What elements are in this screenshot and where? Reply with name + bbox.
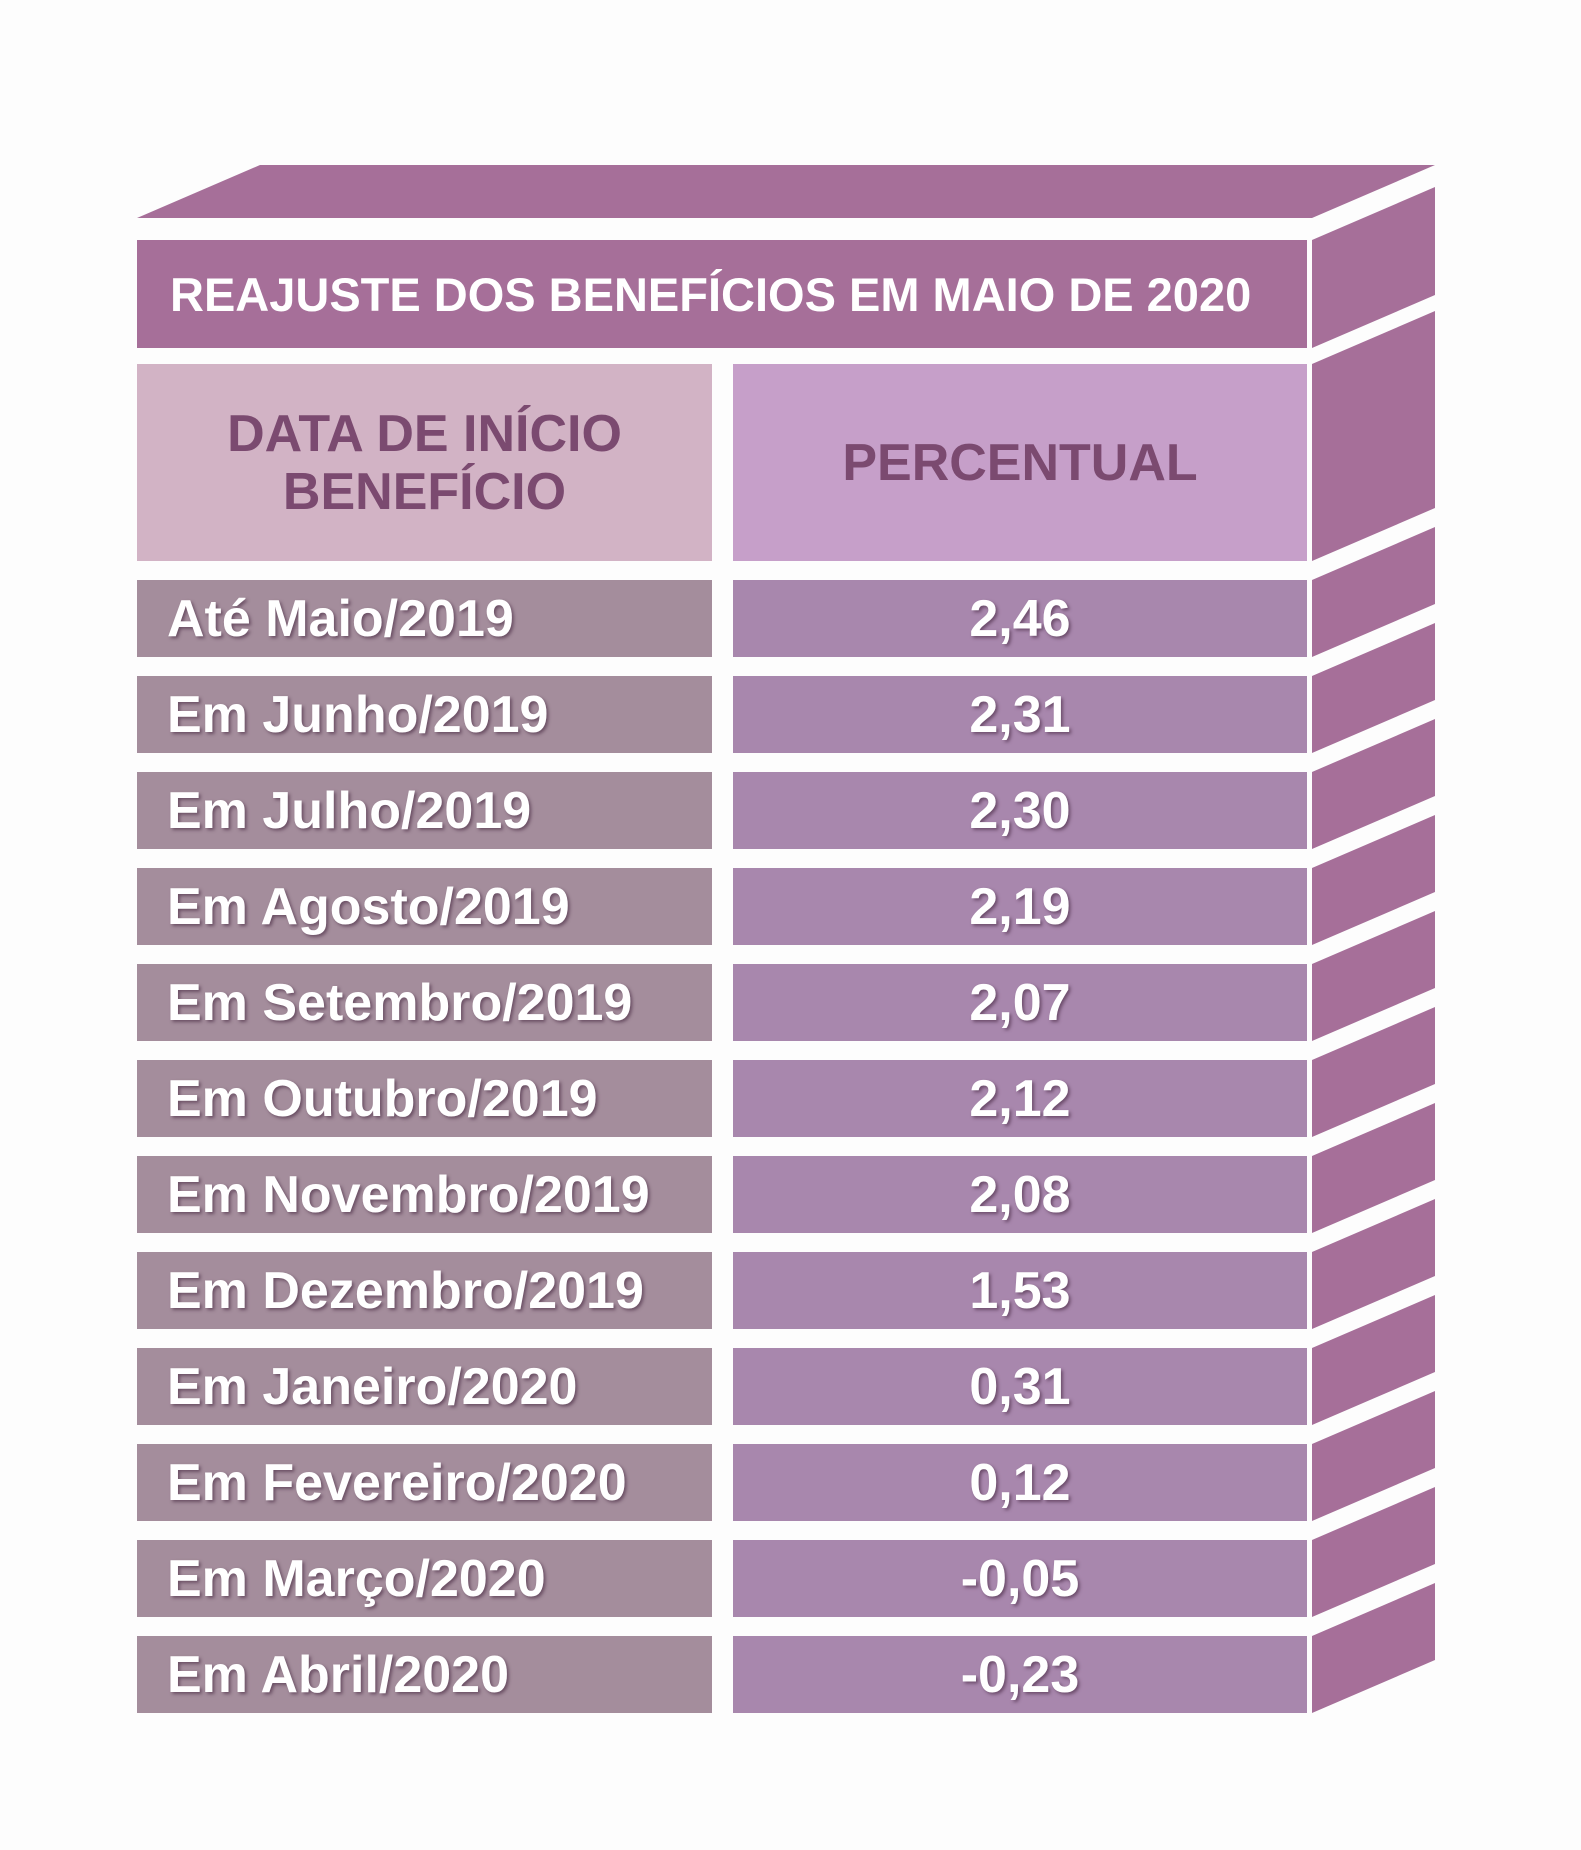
box-side-row <box>1312 1295 1435 1425</box>
table-row-period: Em Junho/2019 <box>137 676 712 753</box>
table-row-period: Em Julho/2019 <box>137 772 712 849</box>
box-side-title <box>1312 187 1435 348</box>
table-row-period: Até Maio/2019 <box>137 580 712 657</box>
box-side-row <box>1312 623 1435 753</box>
table-row-percentual: 2,31 <box>733 676 1307 753</box>
column-header-date: DATA DE INÍCIO BENEFÍCIO <box>137 364 712 561</box>
box-side-row <box>1312 815 1435 945</box>
table-row-period: Em Setembro/2019 <box>137 964 712 1041</box>
column-header-date-line1: DATA DE INÍCIO <box>227 404 622 463</box>
table-row-percentual: 2,19 <box>733 868 1307 945</box>
box-top-face <box>137 165 1435 218</box>
table-row-percentual: 2,30 <box>733 772 1307 849</box>
table-row-percentual: 2,12 <box>733 1060 1307 1137</box>
table-row-period: Em Novembro/2019 <box>137 1156 712 1233</box>
box-side-row <box>1312 1103 1435 1233</box>
table-row-percentual: 2,46 <box>733 580 1307 657</box>
table-row-period: Em Janeiro/2020 <box>137 1348 712 1425</box>
table-row-percentual: 0,31 <box>733 1348 1307 1425</box>
column-header-percentual: PERCENTUAL <box>733 364 1307 561</box>
table-row-percentual: 1,53 <box>733 1252 1307 1329</box>
box-side-row <box>1312 1007 1435 1137</box>
table-row-period: Em Abril/2020 <box>137 1636 712 1713</box>
table-row-period: Em Março/2020 <box>137 1540 712 1617</box>
table-row-percentual: -0,05 <box>733 1540 1307 1617</box>
table-row-percentual: -0,23 <box>733 1636 1307 1713</box>
box-side-row <box>1312 1199 1435 1329</box>
table-row-period: Em Outubro/2019 <box>137 1060 712 1137</box>
box-side-row <box>1312 911 1435 1041</box>
box-side-row <box>1312 719 1435 849</box>
box-side-header <box>1312 311 1435 561</box>
table-row-percentual: 2,08 <box>733 1156 1307 1233</box>
table-row-period: Em Fevereiro/2020 <box>137 1444 712 1521</box>
column-header-date-line2: BENEFÍCIO <box>282 462 567 521</box>
table-row-period: Em Dezembro/2019 <box>137 1252 712 1329</box>
box-side-row <box>1312 527 1435 657</box>
table-row-percentual: 0,12 <box>733 1444 1307 1521</box>
box-side-row <box>1312 1583 1435 1713</box>
box-side-row <box>1312 1391 1435 1521</box>
table-title: REAJUSTE DOS BENEFÍCIOS EM MAIO DE 2020 <box>137 240 1307 348</box>
table-row-percentual: 2,07 <box>733 964 1307 1041</box>
box-side-row <box>1312 1487 1435 1617</box>
table-row-period: Em Agosto/2019 <box>137 868 712 945</box>
